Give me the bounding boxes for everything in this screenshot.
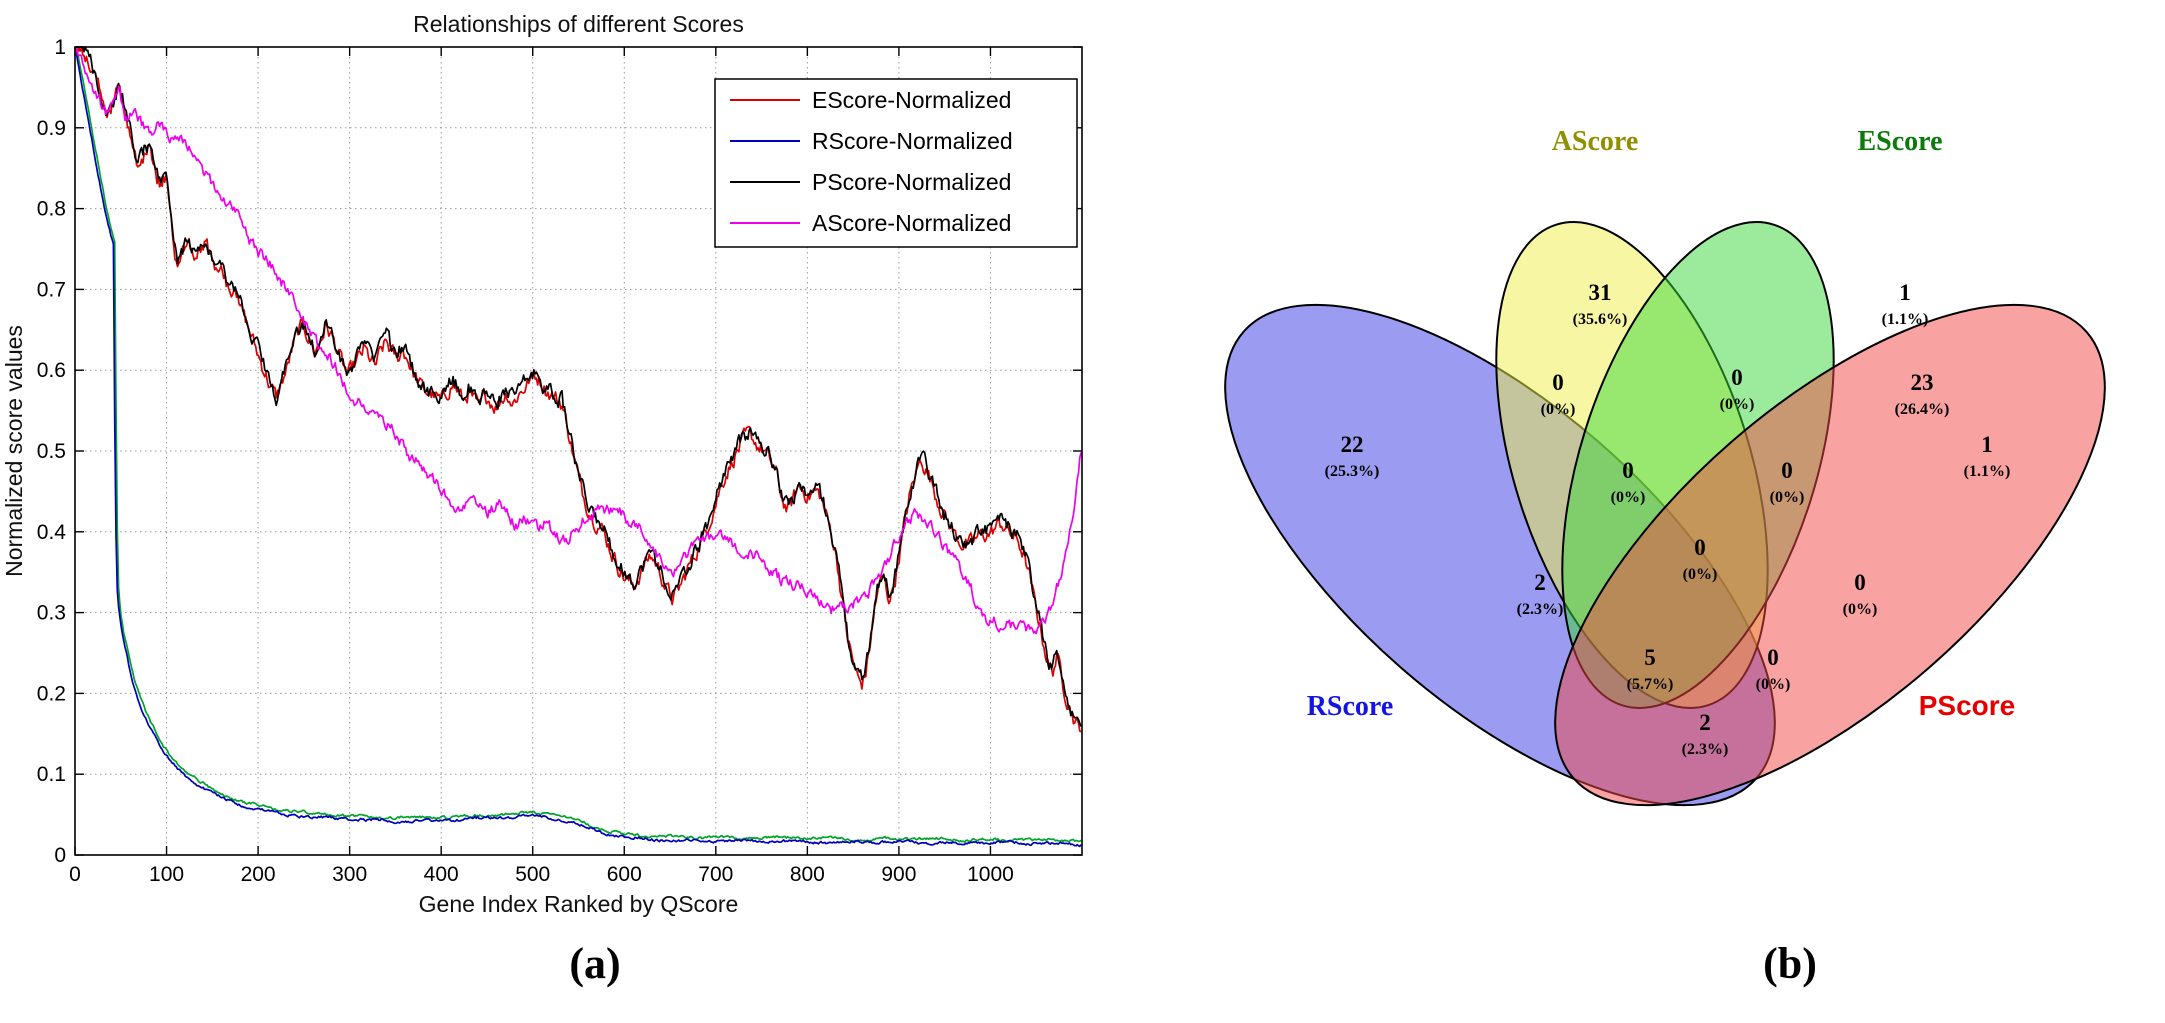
region-count: 1 [1981,432,1993,457]
caption-a: (a) [569,939,621,988]
venn-region-EScore: 1 (1.1%) [1882,280,1929,328]
region-count: 2 [1534,570,1546,595]
region-count: 22 [1341,432,1364,457]
venn-region-AScore∩EScore: 0 (0%) [1720,365,1755,413]
y-tick-label: 0.6 [37,359,66,382]
y-tick-label: 0.2 [37,682,66,705]
panel-b: 31 (35.6%) 1 (1.1%) 0 (0%) 0 (0%) 23 (26.4%) 22 (25… [1185,110,2145,870]
region-percentage: (5.7%) [1627,676,1674,693]
y-tick-label: 0.1 [37,763,66,786]
region-count: 31 [1589,280,1612,305]
caption-b: (b) [1763,939,1817,988]
region-percentage: (2.3%) [1682,741,1729,758]
region-percentage: (1.1%) [1964,463,2011,480]
venn-set-label-EScore: EScore [1857,126,1942,157]
legend: EScore-Normalized RScore-Normalized PScore… [714,78,1078,248]
region-count: 0 [1552,370,1564,395]
x-tick-label: 700 [698,863,733,886]
region-percentage: (35.6%) [1573,311,1628,328]
region-percentage: (0%) [1770,489,1805,506]
region-percentage: (0%) [1756,676,1791,693]
region-percentage: (26.4%) [1895,401,1950,418]
series-PScore-Normalized [75,46,1082,727]
y-tick-label: 0.8 [37,198,66,221]
region-percentage: (0%) [1683,566,1718,583]
region-count: 23 [1911,370,1934,395]
region-count: 0 [1781,458,1793,483]
region-count: 5 [1644,645,1656,670]
region-count: 0 [1854,570,1866,595]
region-percentage: (0%) [1720,396,1755,413]
venn-region-PScore: 1 (1.1%) [1964,432,2011,480]
y-tick-label: 0.5 [37,440,66,463]
x-tick-label: 600 [607,863,642,886]
curves [74,46,1082,848]
axis-ticks [74,46,1082,856]
series-AScore-Normalized [75,46,1082,635]
venn-region-AScore∩EScore∩PScore: 0 (0%) [1770,458,1805,506]
venn-region-RScore∩AScore∩PScore: 0 (0%) [1756,645,1791,693]
y-tick-label: 0.9 [37,117,66,140]
x-tick-label: 300 [332,863,367,886]
panel-a: 0 100 200 300 400 500 600 700 800 900 1000 0 0.1 0.2 0… [0,0,1140,930]
x-tick-label: 1000 [967,863,1014,886]
venn-region-RScore∩AScore∩EScore∩PScore: 0 (0%) [1683,535,1718,583]
y-tick-label: 0.3 [37,602,66,625]
legend-label: AScore-Normalized [812,210,1011,236]
venn-region-RScore∩AScore∩EScore: 0 (0%) [1611,458,1646,506]
venn-region-RScore∩PScore: 2 (2.3%) [1682,710,1729,758]
legend-label: RScore-Normalized [812,128,1013,154]
region-count: 0 [1694,535,1706,560]
region-count: 2 [1699,710,1711,735]
venn-ellipse-PScore [1554,303,2106,807]
y-tick-label: 0 [54,844,66,867]
x-tick-label: 800 [790,863,825,886]
y-axis-label: Normalized score values [1,325,27,577]
venn-set-label-PScore: PScore [1919,690,2016,721]
venn-region-RScore∩AScore: 0 (0%) [1541,370,1576,418]
venn-region-AScore∩PScore: 0 (0%) [1843,570,1878,618]
venn-diagram: 31(35.6%)1(1.1%)0(0%)0(0%)23(26.4%)22(25… [1224,126,2106,807]
region-count: 0 [1731,365,1743,390]
legend-label: EScore-Normalized [812,87,1011,113]
region-count: 0 [1622,458,1634,483]
y-tick-label: 0.4 [37,521,67,544]
region-percentage: (0%) [1843,601,1878,618]
region-count: 1 [1899,280,1911,305]
venn-region-EScore∩PScore: 23 (26.4%) [1895,370,1950,418]
venn-set-label-RScore: RScore [1307,691,1394,722]
venn-region-RScore∩EScore∩PScore: 5 (5.7%) [1627,645,1674,693]
x-tick-label: 0 [69,863,81,886]
x-tick-label: 500 [515,863,550,886]
region-percentage: (0%) [1611,489,1646,506]
legend-label: PScore-Normalized [812,169,1011,195]
x-axis-label: Gene Index Ranked by QScore [419,891,739,917]
venn-region-RScore: 22 (25.3%) [1325,432,1380,480]
x-tick-label: 100 [149,863,184,886]
x-tick-label: 400 [424,863,459,886]
venn-region-RScore∩EScore: 2 (2.3%) [1517,570,1564,618]
chart-title: Relationships of different Scores [413,11,744,37]
y-tick-label: 1 [54,36,66,59]
region-percentage: (0%) [1541,401,1576,418]
venn-region-AScore: 31 (35.6%) [1573,280,1628,328]
tick-labels: 0 100 200 300 400 500 600 700 800 900 1000 0 0.1 0.2 0… [37,36,1014,886]
venn-ellipses [1224,221,2106,807]
x-tick-label: 900 [881,863,916,886]
region-count: 0 [1767,645,1779,670]
series-RScore-Normalized [74,46,1082,848]
venn-set-label-AScore: AScore [1552,126,1639,157]
series-unlabeled-green [75,46,1082,843]
region-percentage: (1.1%) [1882,311,1929,328]
line-chart: 0 100 200 300 400 500 600 700 800 900 1000 0 0.1 0.2 0… [1,11,1083,917]
x-tick-label: 200 [241,863,276,886]
region-percentage: (25.3%) [1325,463,1380,480]
region-percentage: (2.3%) [1517,601,1564,618]
y-tick-label: 0.7 [37,278,66,301]
venn-region-labels: 31(35.6%)1(1.1%)0(0%)0(0%)23(26.4%)22(25… [1325,280,2011,758]
